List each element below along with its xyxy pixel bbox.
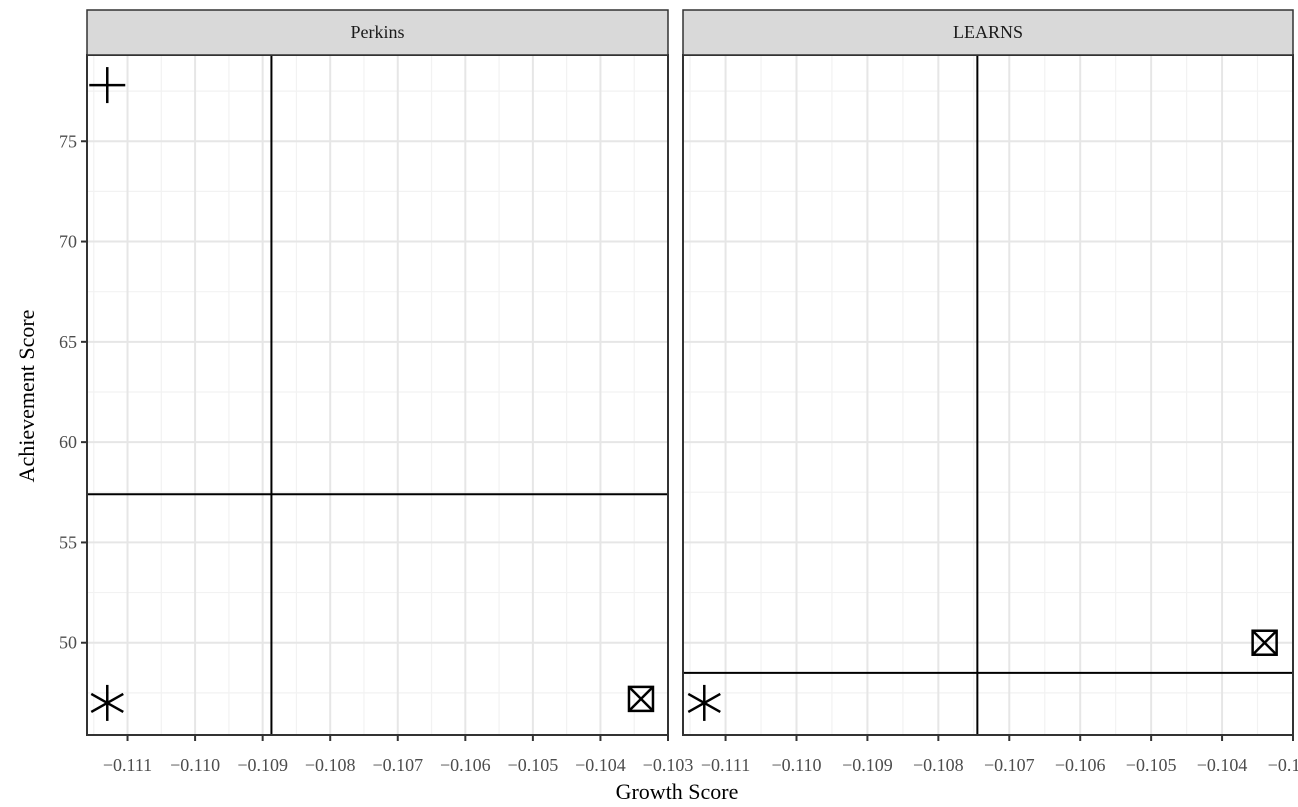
asterisk-stroke [687,692,721,713]
y-axis-title: Achievement Score [14,310,39,483]
x-tick-label: −0.103 [643,755,694,775]
strip-label: Perkins [351,22,405,42]
gridlines [87,55,668,735]
square-cross-stroke [1251,629,1278,656]
asterisk-stroke [90,692,124,713]
x-tick-label: −0.107 [984,755,1035,775]
y-tick-label: 55 [59,532,77,552]
strip-background [86,9,669,56]
gridlines [683,55,1293,735]
x-tick-label: −0.111 [103,755,152,775]
data-point-plus [89,67,126,104]
strip-label: LEARNS [953,22,1023,42]
data-point-square-cross [1251,629,1278,656]
x-tick-label: −0.110 [170,755,220,775]
x-tick-label: −0.108 [305,755,356,775]
x-tick-label: −0.109 [842,755,893,775]
x-tick-label: −0.106 [440,755,491,775]
y-tick-label: 70 [59,232,77,252]
panel-background [683,55,1293,735]
x-tick-label: −0.106 [1055,755,1106,775]
data-point-asterisk [90,684,124,721]
panels: Perkins −0.111 −0.110 −0.109 −0.108 −0.107 −0.… [59,9,1298,775]
x-tick-label: −0.111 [701,755,750,775]
panel-background [87,55,668,735]
x-tick-label: −0.107 [372,755,423,775]
x-tick-label: −0.108 [913,755,964,775]
panel-perkins: Perkins −0.111 −0.110 −0.109 −0.108 −0.107 −0.… [59,9,694,775]
x-tick-label: −0.103 [1268,755,1298,775]
x-tick-label: −0.104 [1197,755,1248,775]
strip-background [682,9,1294,56]
x-tick-label: −0.109 [237,755,288,775]
data-point-asterisk [687,684,721,721]
x-tick-label: −0.110 [771,755,821,775]
y-tick-label: 65 [59,332,77,352]
square-cross-stroke [628,686,654,712]
x-tick-label: −0.104 [575,755,626,775]
x-axis-title: Growth Score [616,779,739,804]
y-tick-label: 50 [59,633,77,653]
y-tick-label: 60 [59,432,77,452]
x-tick-label: −0.105 [508,755,559,775]
data-point-square-cross [627,685,655,713]
x-tick-label: −0.105 [1126,755,1177,775]
panel-learns: LEARNS −0.111 −0.110 −0.109 −0.108 −0.107 −0.1… [682,9,1298,775]
square-marker [627,685,655,713]
square-marker [1251,629,1278,656]
y-tick-label: 75 [59,131,77,151]
